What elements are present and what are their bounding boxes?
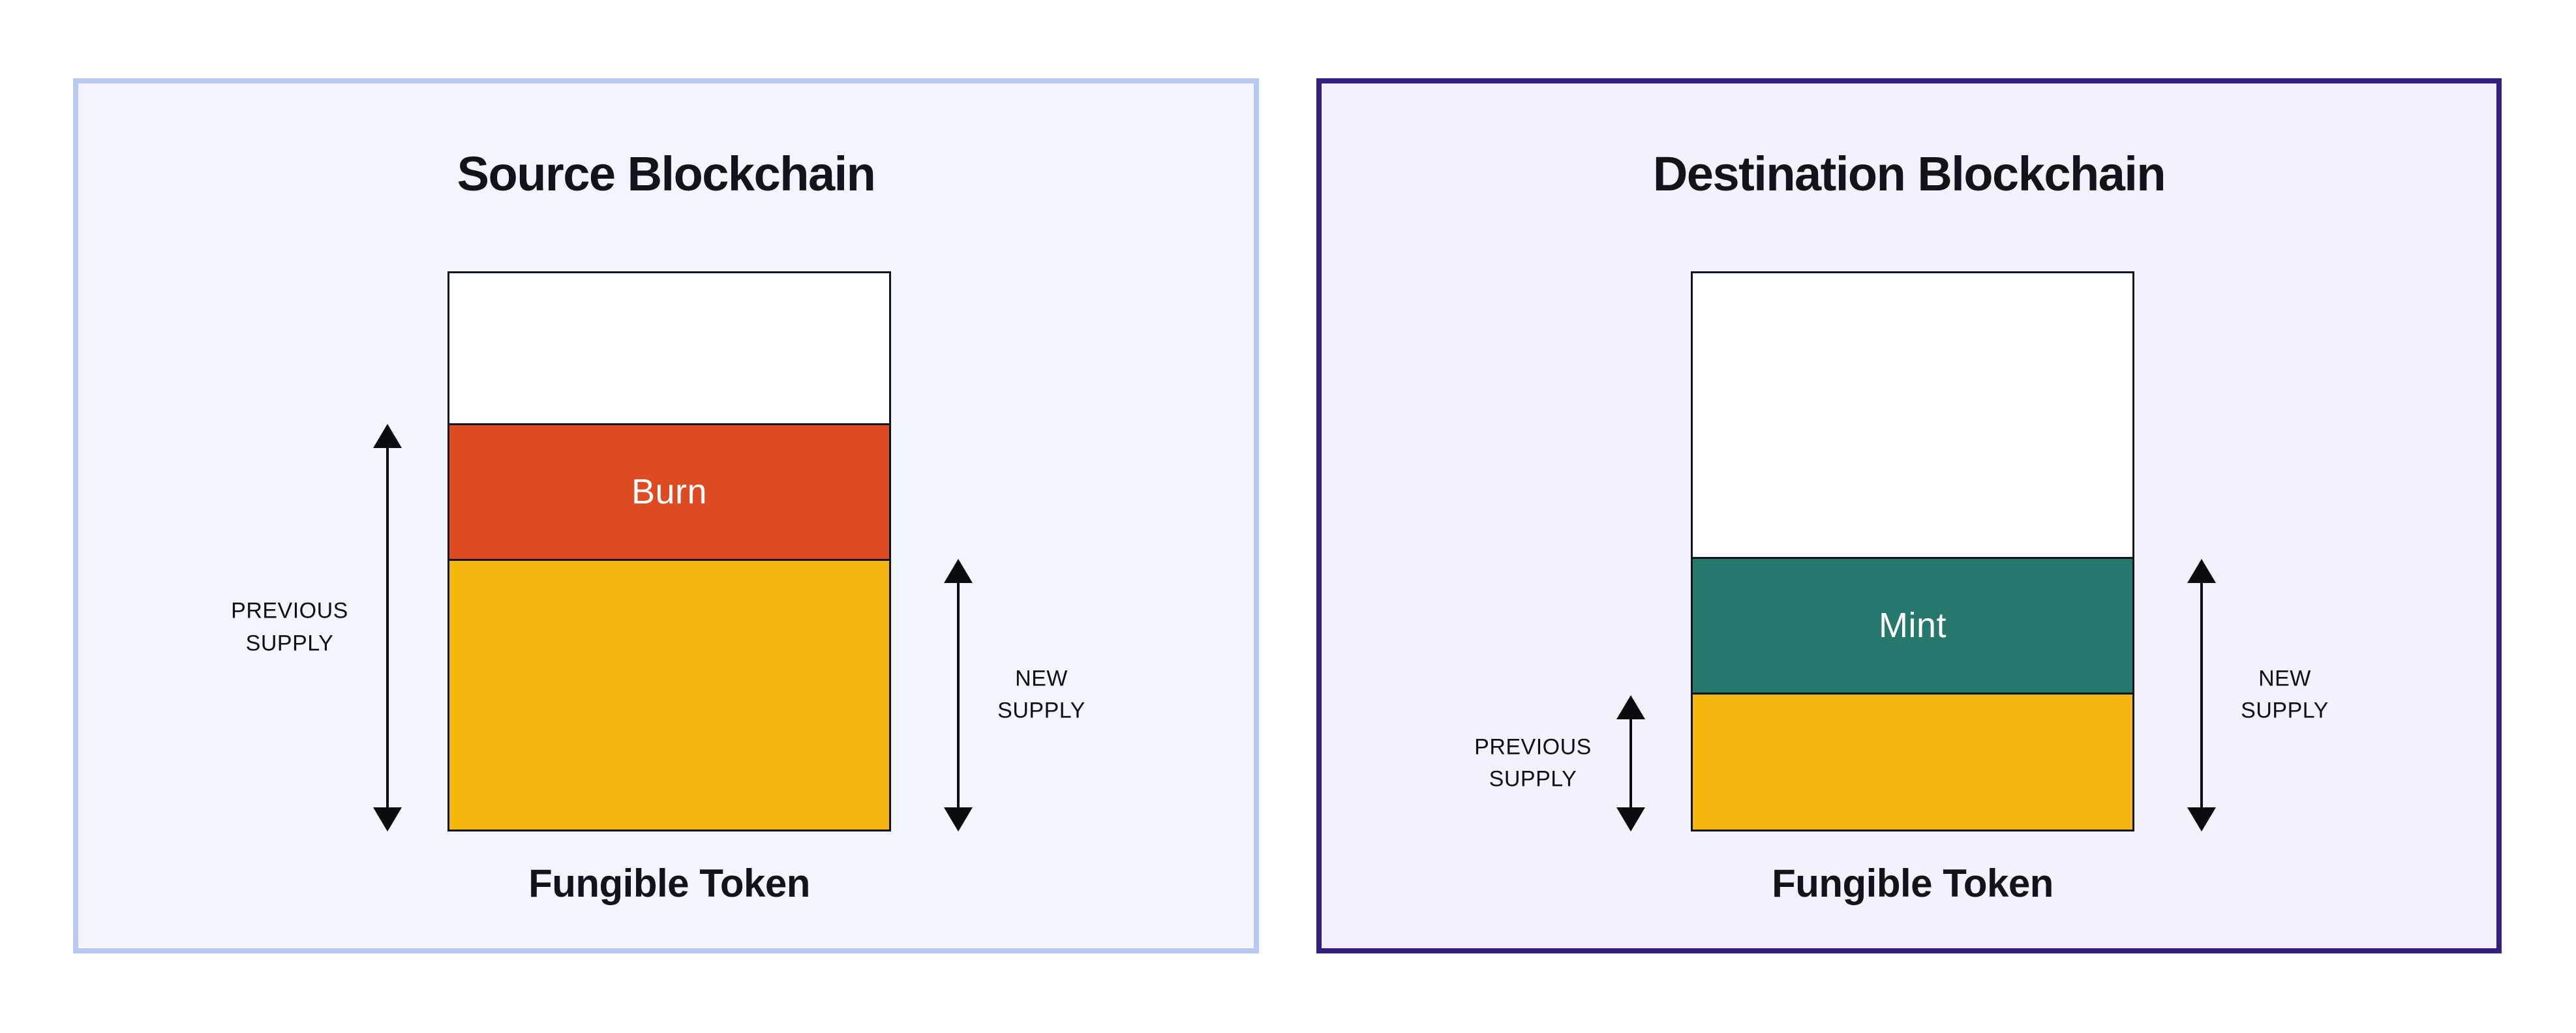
source-blockchain-panel: Source Blockchain Burn PREVIOUS SUPPLY — [73, 78, 1259, 953]
bar-segment-remaining-supply — [449, 558, 889, 830]
arrow-down-icon — [944, 807, 973, 831]
token-supply-bar: Mint — [1691, 271, 2134, 831]
new-supply-label: NEW SUPPLY — [997, 666, 1085, 723]
panel-title: Destination Blockchain — [1652, 147, 2166, 201]
new-supply-arrow: NEW SUPPLY — [2187, 558, 2328, 831]
destination-blockchain-panel: Destination Blockchain Mint PREVIOUS SUP… — [1316, 78, 2502, 953]
token-caption: Fungible Token — [1772, 861, 2053, 905]
token-supply-bar: Burn — [447, 271, 891, 831]
supply-bar-region: Mint PREVIOUS SUPPLY NEW SUPPLY — [1322, 271, 2496, 831]
arrow-shaft — [957, 579, 960, 811]
previous-supply-label: PREVIOUS SUPPLY — [231, 599, 348, 656]
arrow-shaft — [386, 444, 389, 811]
burn-label: Burn — [631, 472, 708, 512]
bar-segment-burn: Burn — [449, 423, 889, 559]
bar-segment-headroom — [1693, 273, 2132, 557]
arrow-down-icon — [1616, 807, 1645, 831]
token-caption: Fungible Token — [528, 861, 810, 905]
bar-segment-previous-supply — [1693, 693, 2132, 830]
supply-bar-region: Burn PREVIOUS SUPPLY NEW SUPPLY — [78, 271, 1254, 831]
arrow-up-icon — [944, 558, 973, 583]
new-supply-label: NEW SUPPLY — [2241, 666, 2329, 723]
arrow-shaft — [2200, 579, 2203, 811]
previous-supply-label: PREVIOUS SUPPLY — [1474, 734, 1592, 792]
bar-segment-headroom — [449, 273, 889, 424]
arrow-up-icon — [373, 423, 402, 448]
new-supply-arrow: NEW SUPPLY — [944, 558, 1085, 831]
arrow-up-icon — [1616, 695, 1645, 720]
mint-label: Mint — [1878, 606, 1947, 646]
bar-segment-mint: Mint — [1693, 556, 2132, 693]
arrow-down-icon — [373, 807, 402, 831]
panel-title: Source Blockchain — [457, 147, 876, 201]
arrow-up-icon — [2187, 558, 2216, 583]
previous-supply-arrow: PREVIOUS SUPPLY — [231, 423, 402, 831]
arrow-down-icon — [2187, 807, 2216, 831]
previous-supply-arrow: PREVIOUS SUPPLY — [1474, 695, 1645, 831]
arrow-shaft — [1629, 716, 1632, 811]
